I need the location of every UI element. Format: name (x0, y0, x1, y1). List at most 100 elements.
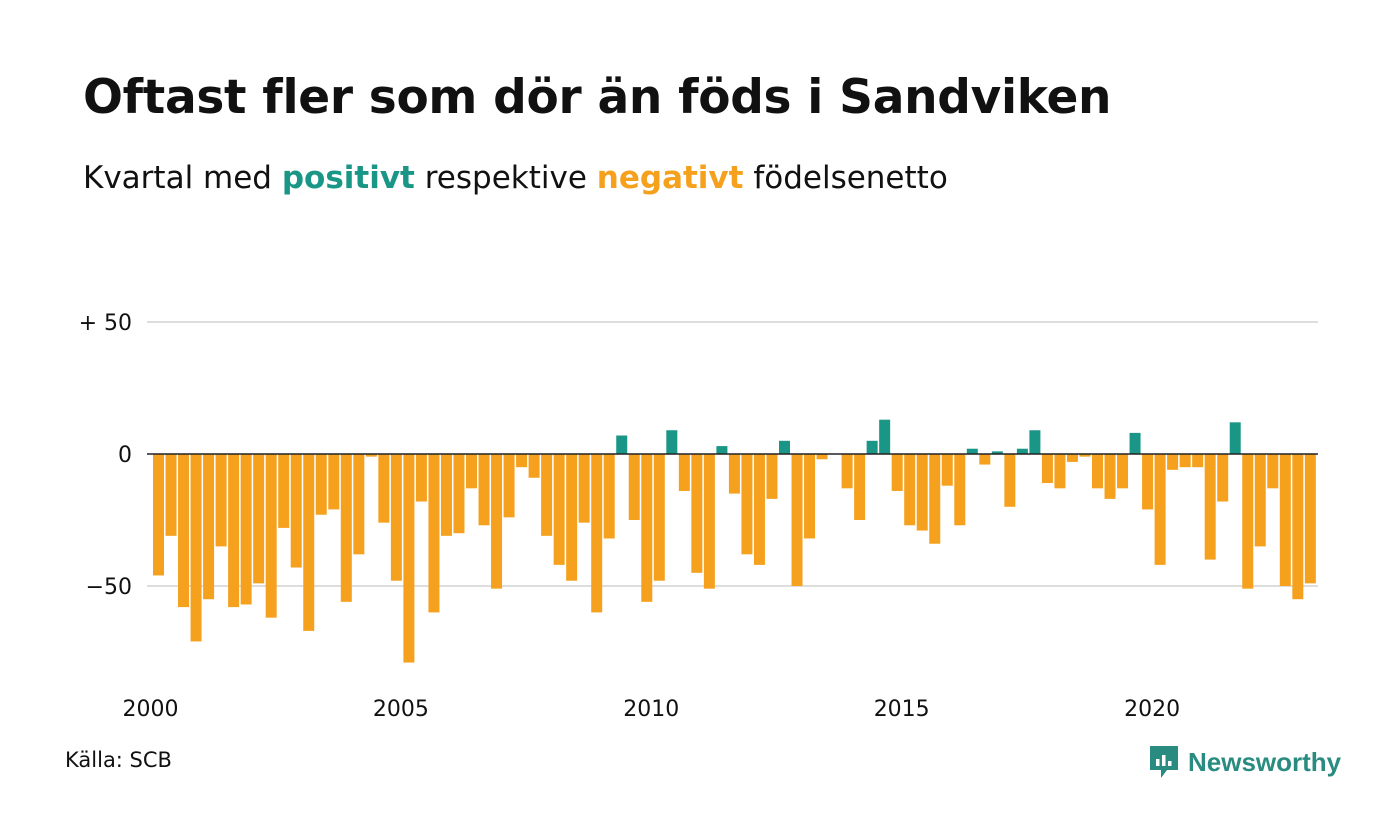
bar (315, 454, 327, 515)
bar (866, 440, 878, 454)
bar (1204, 454, 1216, 560)
x-tick-label: 2000 (123, 697, 179, 722)
bar (678, 454, 690, 491)
bar (553, 454, 565, 565)
x-tick-label: 2005 (373, 697, 429, 722)
bar (891, 454, 903, 491)
bar (1254, 454, 1266, 547)
bar (1029, 430, 1041, 454)
bar (1117, 454, 1129, 489)
y-tick-label: + 50 (79, 311, 132, 336)
bar (1104, 454, 1116, 499)
bar (616, 435, 628, 454)
x-tick-label: 2010 (623, 697, 679, 722)
bar (265, 454, 277, 618)
y-axis-labels: + 50 0 −50 (79, 311, 132, 600)
x-axis-labels: 2000 2005 2010 2015 2020 (123, 697, 1181, 722)
bar (365, 454, 377, 457)
bar (390, 454, 402, 581)
bar (1292, 454, 1304, 600)
bar (1167, 454, 1179, 470)
bar (1079, 454, 1091, 457)
bar (1279, 454, 1291, 586)
bar (603, 454, 615, 539)
bar (403, 454, 415, 663)
bar (703, 454, 715, 589)
bar (340, 454, 352, 602)
bar (791, 454, 803, 586)
bar (516, 454, 528, 468)
bar (1229, 422, 1241, 454)
bar (1004, 454, 1016, 507)
bar (804, 454, 816, 539)
bar (766, 454, 778, 499)
bar (841, 454, 853, 489)
bar (566, 454, 578, 581)
bar (1054, 454, 1066, 489)
bar (1217, 454, 1229, 502)
bar (904, 454, 916, 526)
bar (991, 451, 1003, 454)
bar (215, 454, 227, 547)
bar (728, 454, 740, 494)
bar (153, 454, 164, 576)
subtitle-negative-label: negativt (596, 160, 744, 196)
bar (653, 454, 665, 581)
bar (816, 454, 828, 460)
bar (541, 454, 553, 536)
bar (691, 454, 703, 573)
bar (578, 454, 590, 523)
brand-name: Newsworthy (1188, 746, 1342, 777)
bar (1066, 454, 1078, 462)
bar (641, 454, 653, 602)
source-note: Källa: SCB (65, 748, 172, 772)
bar (415, 454, 427, 502)
bars (153, 419, 1316, 663)
subtitle-prefix: Kvartal med (83, 160, 282, 196)
bar (303, 454, 315, 631)
bar (278, 454, 290, 528)
bar (178, 454, 190, 608)
chart-subtitle: Kvartal med positivt respektive negativt… (83, 160, 948, 196)
bar (165, 454, 177, 536)
bar (1179, 454, 1191, 468)
bar (253, 454, 265, 584)
y-tick-label: 0 (118, 443, 132, 468)
bar (941, 454, 953, 486)
bar (203, 454, 215, 600)
bar (1192, 454, 1204, 468)
bar (428, 454, 440, 613)
bar (779, 440, 790, 454)
bar (666, 430, 678, 454)
bar (954, 454, 966, 526)
x-tick-label: 2020 (1124, 697, 1180, 722)
bar (966, 448, 978, 454)
bar (628, 454, 640, 520)
bar (466, 454, 477, 489)
bar (528, 454, 540, 478)
bar (741, 454, 753, 555)
bar (1016, 448, 1028, 454)
chart-title: Oftast fler som dör än föds i Sandviken (83, 70, 1112, 125)
brand-logo: Newsworthy (1148, 744, 1341, 780)
newsworthy-icon (1150, 746, 1178, 778)
subtitle-positive-label: positivt (281, 160, 415, 196)
bar (854, 454, 866, 520)
bar (916, 454, 928, 531)
bar (190, 454, 202, 642)
bar (1092, 454, 1103, 489)
bar (503, 454, 515, 518)
subtitle-middle: respektive (414, 160, 597, 196)
bar (491, 454, 503, 589)
bar (240, 454, 252, 605)
bar (440, 454, 452, 536)
bar (1267, 454, 1279, 489)
bar (228, 454, 240, 608)
bar (1242, 454, 1254, 589)
bar (1041, 454, 1053, 484)
bar (1154, 454, 1166, 565)
x-tick-label: 2015 (874, 697, 930, 722)
bar (1142, 454, 1154, 510)
bar (353, 454, 365, 555)
bar (453, 454, 465, 534)
